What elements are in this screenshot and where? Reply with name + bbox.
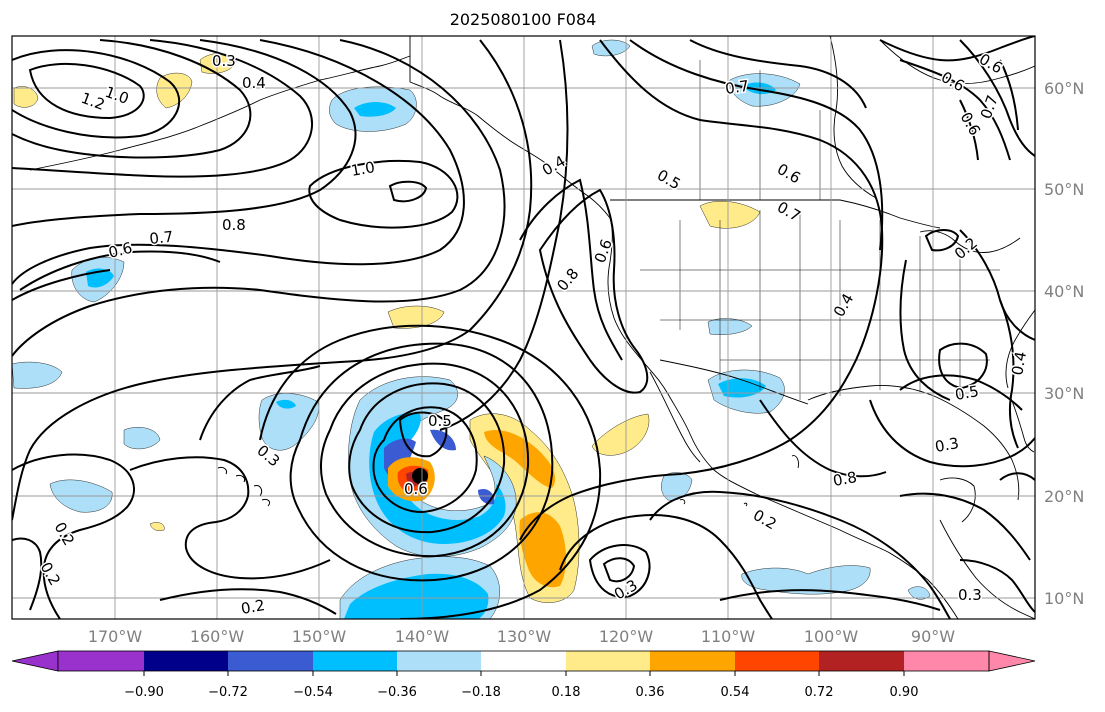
colorbar-segment	[481, 651, 566, 671]
florida	[1009, 395, 1035, 453]
colorbar-tick-label: −0.36	[377, 685, 417, 700]
colorbar-tick-label: 0.54	[721, 685, 750, 700]
lon-label: 100°W	[804, 627, 859, 646]
shade-light-yellow	[591, 413, 650, 456]
baja-peninsula	[649, 371, 701, 463]
canada-province-line	[699, 60, 821, 200]
contour-lines	[12, 36, 1035, 619]
longitude-labels: 170°W 160°W 150°W 140°W 130°W 120°W 110°…	[88, 627, 955, 646]
colorbar-tick-label: 0.18	[552, 685, 581, 700]
map-area: 0.3 0.4 1.0 1.2 1.0 0.8 0.7 0.6 0.4 0.5 …	[12, 36, 1035, 619]
great-lakes	[919, 230, 1021, 253]
hudson-area	[879, 39, 1035, 85]
colorbar-segment	[650, 651, 735, 671]
shade-orange	[730, 209, 752, 221]
lon-label: 110°W	[701, 627, 756, 646]
colorbar-segment	[566, 651, 650, 671]
colorbar-segment	[58, 651, 144, 671]
mexico-west-islands	[679, 455, 799, 507]
lat-label: 20°N	[1044, 487, 1084, 506]
shade-light-blue	[123, 427, 161, 450]
colorbar-segment	[735, 651, 819, 671]
colorbar-tick-label: −0.90	[124, 685, 164, 700]
colorbar-tick-label: 0.90	[890, 685, 919, 700]
colorbar-segment	[397, 651, 481, 671]
shade-light-blue	[12, 361, 63, 389]
lat-label: 60°N	[1044, 79, 1084, 98]
latitude-labels: 60°N 50°N 40°N 30°N 20°N 10°N	[1044, 79, 1084, 608]
shade-light-yellow	[156, 72, 193, 109]
colorbar-extend-high	[988, 650, 1036, 672]
shade-light-blue	[591, 39, 631, 57]
colorbar-tick-label: −0.18	[461, 685, 501, 700]
us-mexico-border	[659, 359, 809, 405]
shade-light-blue	[707, 318, 753, 335]
lon-label: 170°W	[88, 627, 143, 646]
west-coast-us	[607, 217, 959, 619]
lat-label: 40°N	[1044, 282, 1084, 301]
colorbar-tick-label: 0.36	[636, 685, 665, 700]
colorbar-tick-label: −0.54	[293, 685, 333, 700]
contour-label: 0.3	[958, 586, 982, 604]
contour-label: 0.5	[428, 412, 452, 430]
colorbar-extend-low	[11, 650, 59, 672]
contour-label: 0.8	[222, 216, 246, 234]
shade-blue	[354, 102, 396, 117]
colorbar: −0.90 −0.72 −0.54 −0.36 −0.18 0.18 0.36 …	[11, 650, 1036, 700]
coastlines	[29, 36, 1035, 619]
shade-light-yellow	[149, 522, 165, 531]
lon-label: 130°W	[497, 627, 552, 646]
colorbar-segment	[819, 651, 904, 671]
yucatan	[939, 477, 976, 523]
lat-label: 50°N	[1044, 180, 1084, 199]
colorbar-tick-label: −0.72	[208, 685, 248, 700]
hawaii	[217, 467, 271, 507]
shade-light-blue	[258, 393, 319, 451]
canada-coast	[829, 36, 877, 199]
colorbar-frame	[57, 650, 990, 672]
contour-label: 0.7	[724, 77, 750, 98]
shade-light-yellow	[387, 305, 445, 329]
shading-layer	[12, 39, 931, 619]
contour-label: 0.4	[242, 74, 266, 92]
cyclone-center-marker	[412, 468, 428, 484]
colorbar-segment	[313, 651, 397, 671]
lon-label: 140°W	[395, 627, 450, 646]
contour-label: 0.6	[404, 480, 428, 498]
shade-light-blue	[741, 565, 871, 595]
map-frame	[11, 35, 1036, 620]
canada-us-border	[610, 199, 941, 229]
contour-label: 0.4	[1008, 350, 1030, 377]
colorbar-tick-label: 0.72	[805, 685, 834, 700]
shade-blue	[344, 573, 489, 619]
lon-label: 150°W	[292, 627, 347, 646]
contour-label: 0.7	[149, 228, 175, 248]
figure-title: 2025080100 F084	[450, 10, 597, 29]
contour-label: 0.3	[212, 52, 236, 70]
shade-light-yellow	[13, 86, 39, 108]
shade-light-blue	[907, 586, 931, 600]
lat-label: 30°N	[1044, 384, 1084, 403]
lon-label: 90°W	[911, 627, 955, 646]
gulf-coast	[807, 385, 1020, 501]
shade-blue	[276, 399, 296, 409]
colorbar-segment	[144, 651, 228, 671]
lat-label: 10°N	[1044, 589, 1084, 608]
central-america	[939, 519, 1035, 619]
lon-label: 120°W	[599, 627, 654, 646]
colorbar-segment	[228, 651, 313, 671]
shade-dark-blue	[430, 429, 456, 451]
lon-label: 160°W	[190, 627, 245, 646]
shade-orange	[484, 429, 556, 488]
colorbar-segment	[904, 651, 989, 671]
